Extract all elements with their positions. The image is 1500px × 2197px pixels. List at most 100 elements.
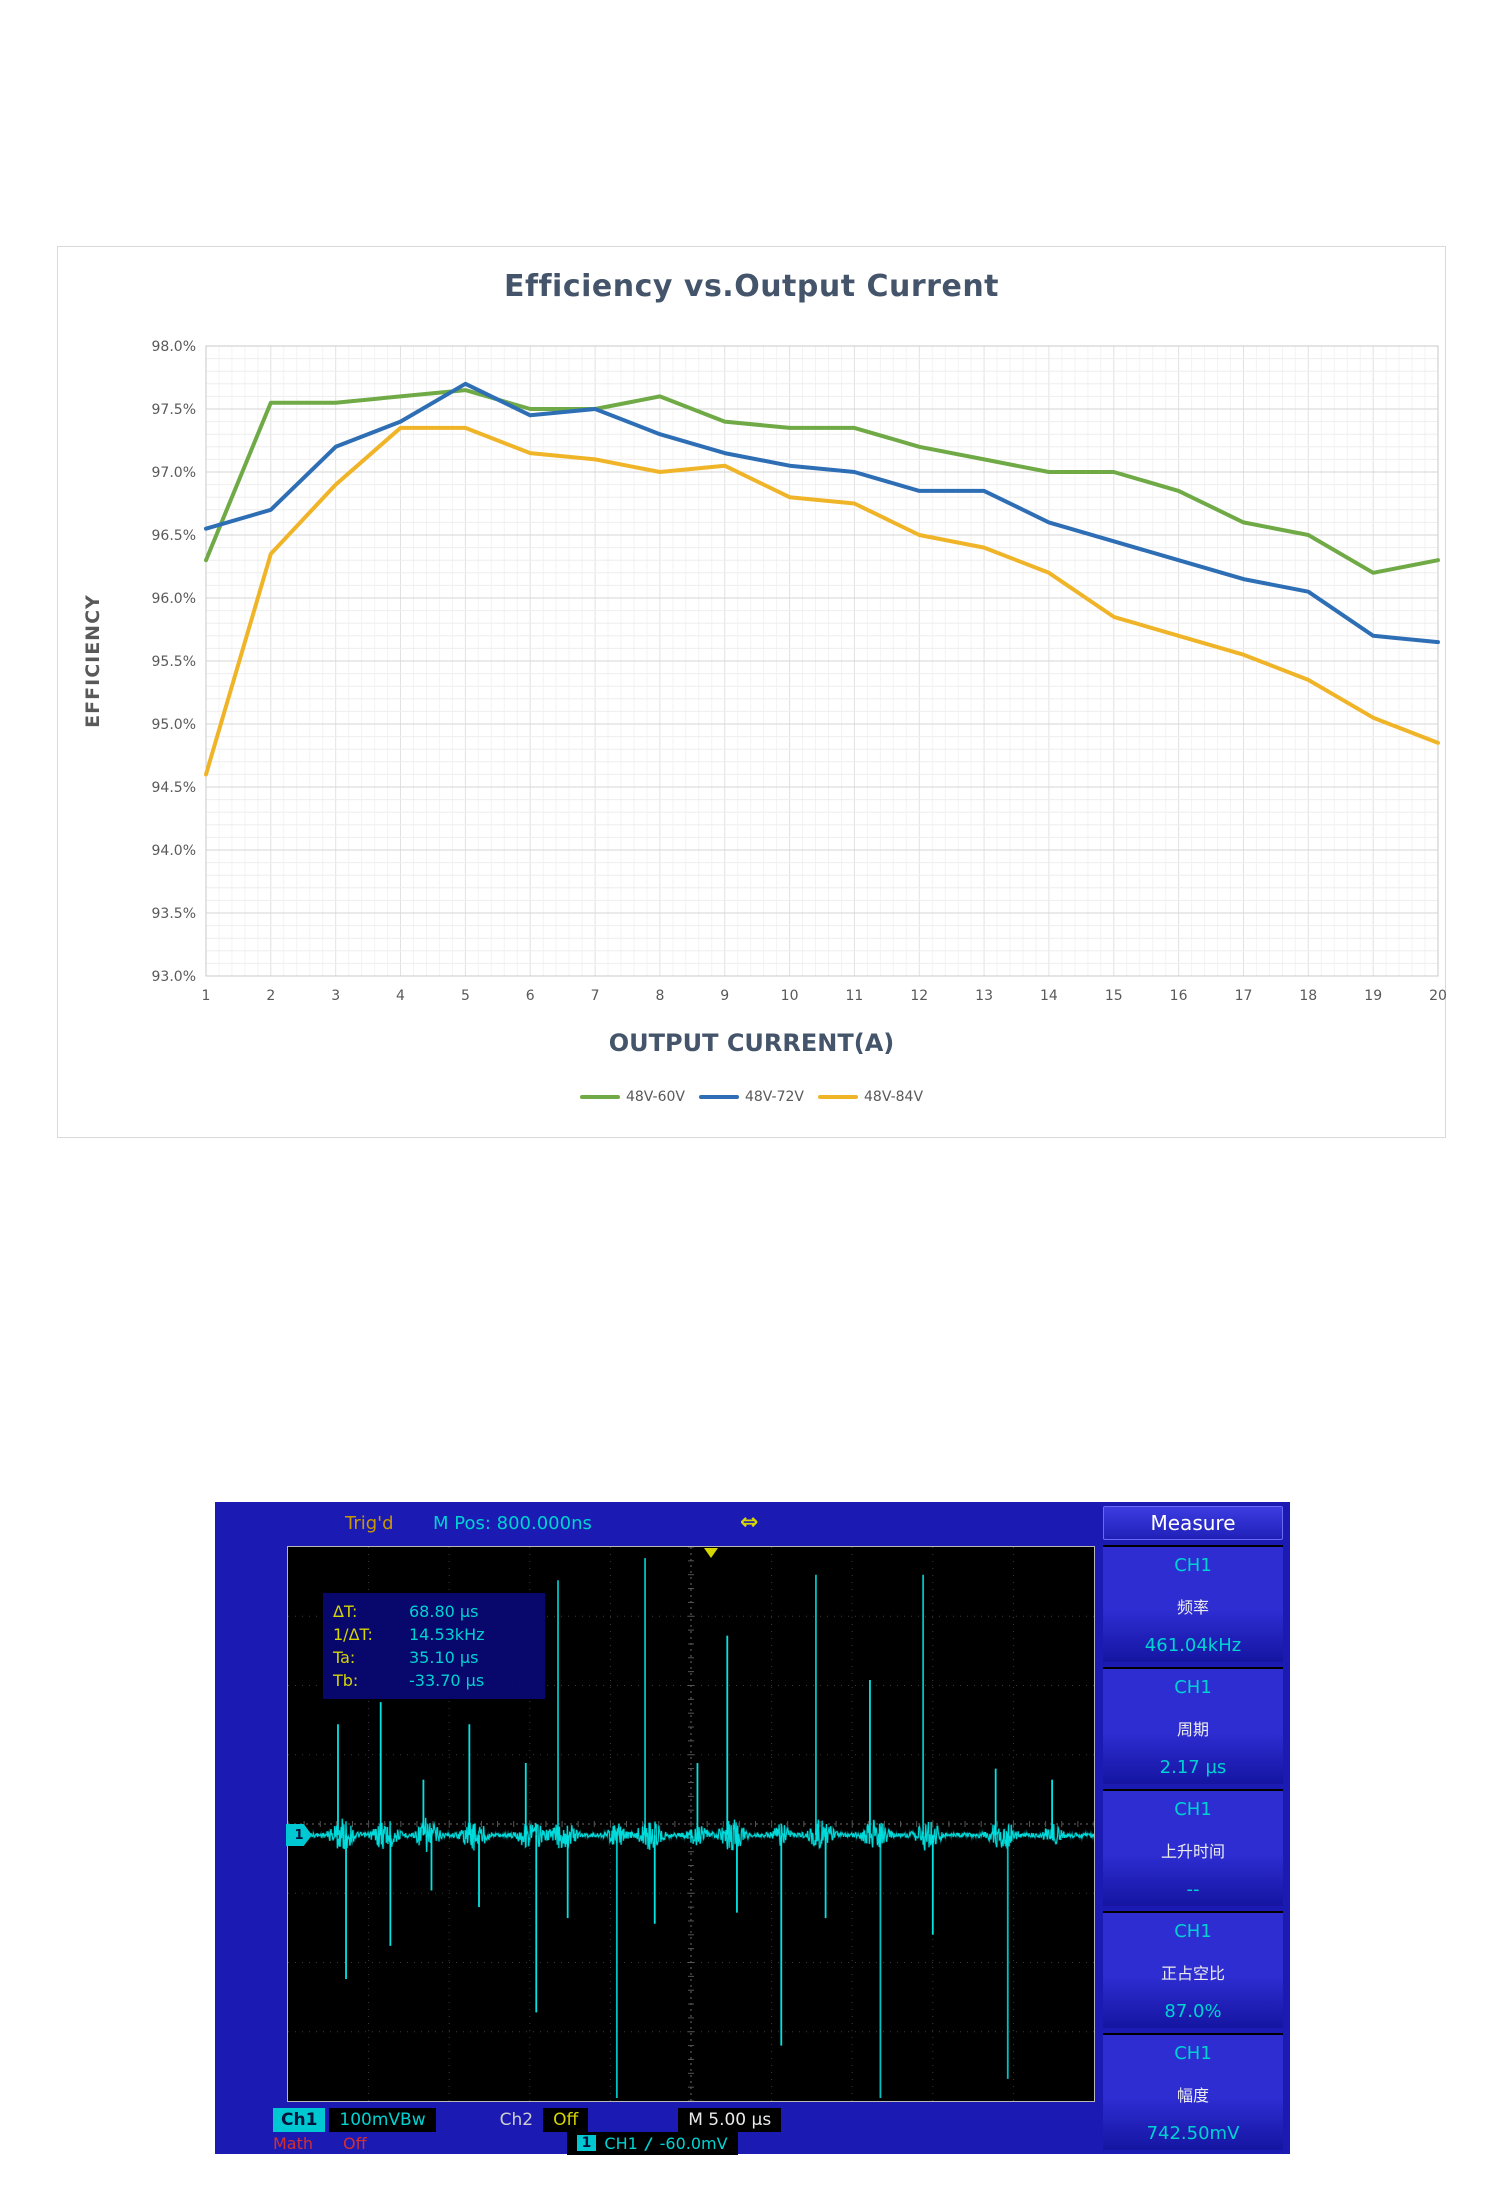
svg-text:95.5%: 95.5% — [152, 654, 196, 670]
trigger-slope-icon: / — [645, 2133, 652, 2153]
svg-text:4: 4 — [396, 988, 405, 1004]
measure-menu-title: Measure — [1103, 1506, 1283, 1540]
horizontal-position-readout: M Pos: 800.000ns — [433, 1513, 592, 1534]
svg-text:20: 20 — [1429, 988, 1447, 1004]
measurement-cell: CH1 周期 2.17 µs — [1103, 1667, 1283, 1784]
trigger-status-bar: Math Off 1 CH1 / -60.0mV — [215, 2131, 1095, 2155]
svg-text:97.0%: 97.0% — [152, 465, 196, 481]
ch2-state: Off — [543, 2108, 589, 2132]
measurement-value: -- — [1186, 1879, 1200, 1900]
svg-text:98.0%: 98.0% — [152, 339, 196, 355]
svg-text:18: 18 — [1299, 988, 1317, 1004]
svg-text:6: 6 — [526, 988, 535, 1004]
legend-swatch — [698, 1095, 739, 1099]
legend-swatch — [579, 1095, 620, 1099]
measurement-type: 幅度 — [1176, 2085, 1209, 2105]
scope-topbar: Trig'd M Pos: 800.000ns ⇔ — [215, 1502, 1095, 1544]
svg-text:13: 13 — [975, 988, 993, 1004]
scope-screen: 1 ΔT: 68.80 µs 1/ΔT: 14.53kHz Ta: 35.10 … — [286, 1546, 1095, 2102]
legend-swatch — [818, 1095, 858, 1099]
trigger-level: -60.0mV — [659, 2133, 728, 2153]
legend-label: 48V-84V — [864, 1089, 924, 1105]
svg-text:7: 7 — [591, 988, 600, 1004]
cursor-row: 1/ΔT: 14.53kHz — [333, 1623, 535, 1646]
measurement-value: 87.0% — [1164, 2001, 1222, 2022]
svg-text:8: 8 — [655, 988, 664, 1004]
measurement-cell: CH1 上升时间 -- — [1103, 1789, 1283, 1906]
svg-text:2: 2 — [266, 988, 275, 1004]
svg-text:96.5%: 96.5% — [152, 528, 196, 544]
svg-text:15: 15 — [1105, 988, 1123, 1004]
x-axis-title: OUTPUT CURRENT(A) — [608, 1029, 895, 1057]
math-label: Math — [273, 2133, 314, 2153]
trigger-status: Trig'd — [345, 1513, 394, 1534]
cursor-row: Ta: 35.10 µs — [333, 1646, 535, 1669]
svg-text:1: 1 — [202, 988, 211, 1004]
cursor-label: 1/ΔT: — [333, 1625, 373, 1644]
cursor-value: -33.70 µs — [409, 1671, 485, 1690]
measurement-channel: CH1 — [1174, 1799, 1212, 1820]
ch2-tag: Ch2 — [499, 2110, 534, 2130]
measurement-type: 频率 — [1176, 1597, 1209, 1617]
measurement-channel: CH1 — [1174, 1677, 1212, 1698]
measurement-channel: CH1 — [1174, 1555, 1212, 1576]
cursor-label: Tb: — [333, 1671, 359, 1690]
measurement-cell: CH1 幅度 742.50mV — [1103, 2033, 1283, 2150]
ch1-scale-readout: 100mVBw — [329, 2108, 436, 2132]
svg-text:94.0%: 94.0% — [152, 843, 196, 859]
efficiency-line-chart: 93.0% 93.5% 94.0% 94.5% 95.0% 95.5% 96.0% 96.5%… — [152, 339, 1447, 1004]
waveform-display — [288, 1547, 1094, 2101]
horizontal-arrows-icon: ⇔ — [740, 1510, 759, 1535]
svg-text:17: 17 — [1235, 988, 1253, 1004]
trigger-source: CH1 — [604, 2133, 638, 2153]
measurement-type: 上升时间 — [1160, 1841, 1225, 1861]
cursor-row: ΔT: 68.80 µs — [333, 1600, 535, 1623]
svg-text:10: 10 — [781, 988, 799, 1004]
svg-text:9: 9 — [720, 988, 729, 1004]
svg-text:97.5%: 97.5% — [152, 402, 196, 418]
cursor-value: 35.10 µs — [409, 1648, 479, 1667]
svg-text:16: 16 — [1170, 988, 1188, 1004]
measure-panel: Measure CH1 频率 461.04kHz CH1 周期 2.17 µs … — [1103, 1506, 1283, 2150]
oscilloscope: Trig'd M Pos: 800.000ns ⇔ 1 ΔT: 68.80 µs… — [215, 1502, 1290, 2155]
svg-text:11: 11 — [845, 988, 863, 1004]
trigger-readout: 1 CH1 / -60.0mV — [566, 2131, 738, 2155]
trigger-position-marker — [704, 1548, 718, 1558]
cursor-readout-box: ΔT: 68.80 µs 1/ΔT: 14.53kHz Ta: 35.10 µs… — [323, 1593, 545, 1699]
cursor-value: 14.53kHz — [409, 1625, 485, 1644]
measurement-cell: CH1 频率 461.04kHz — [1103, 1545, 1283, 1662]
timebase-readout: M 5.00 µs — [678, 2108, 782, 2132]
efficiency-chart-card: Efficiency vs.Output Current EFFICIENCY … — [57, 246, 1447, 1138]
legend-item: 48V-72V — [698, 1089, 804, 1105]
chart-legend: 48V-60V 48V-72V 48V-84V — [58, 1089, 1445, 1105]
ch1-tag: Ch1 — [273, 2108, 326, 2132]
measurement-type: 周期 — [1176, 1719, 1209, 1739]
measurement-value: 461.04kHz — [1144, 1635, 1242, 1656]
measurement-cell: CH1 正占空比 87.0% — [1103, 1911, 1283, 2028]
legend-item: 48V-60V — [579, 1089, 685, 1105]
legend-label: 48V-60V — [625, 1089, 685, 1105]
cursor-label: Ta: — [333, 1648, 356, 1667]
channel-status-bar: Ch1 100mVBw Ch2 Off M 5.00 µs — [215, 2106, 1095, 2134]
cursor-row: Tb: -33.70 µs — [333, 1669, 535, 1692]
svg-text:93.5%: 93.5% — [152, 906, 196, 922]
cursor-label: ΔT: — [333, 1602, 358, 1621]
svg-text:93.0%: 93.0% — [152, 969, 196, 985]
svg-text:14: 14 — [1040, 988, 1058, 1004]
svg-text:94.5%: 94.5% — [152, 780, 196, 796]
svg-text:5: 5 — [461, 988, 470, 1004]
math-state: Off — [343, 2133, 367, 2153]
measurement-type: 正占空比 — [1160, 1963, 1225, 1983]
measurement-channel: CH1 — [1174, 2043, 1212, 2064]
svg-text:12: 12 — [910, 988, 928, 1004]
svg-text:19: 19 — [1364, 988, 1382, 1004]
chart-title: Efficiency vs.Output Current — [503, 269, 1000, 304]
svg-text:96.0%: 96.0% — [152, 591, 196, 607]
trigger-channel-badge: 1 — [576, 2135, 597, 2151]
svg-text:3: 3 — [331, 988, 340, 1004]
measurement-channel: CH1 — [1174, 1921, 1212, 1942]
measurement-value: 2.17 µs — [1159, 1757, 1227, 1778]
svg-text:95.0%: 95.0% — [152, 717, 196, 733]
ch1-ground-marker: 1 — [286, 1824, 312, 1846]
cursor-value: 68.80 µs — [409, 1602, 479, 1621]
